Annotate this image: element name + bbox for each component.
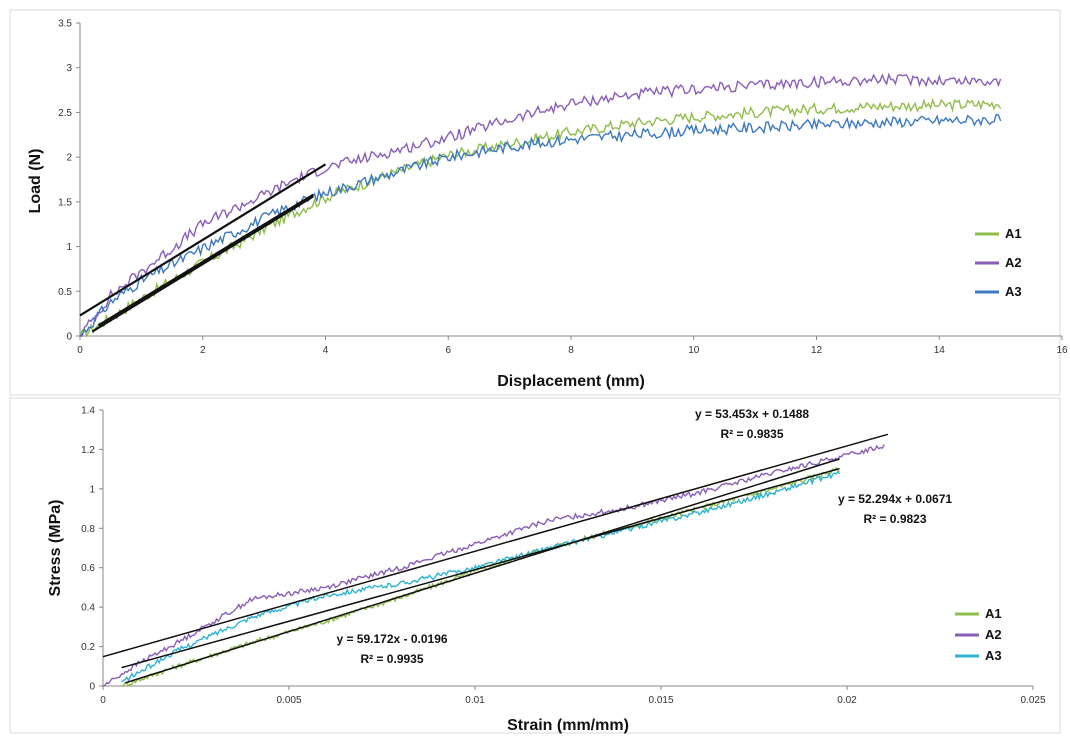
top-y-tick-label: 2 (66, 153, 72, 164)
bottom-x-tick-label: 0.025 (1020, 695, 1045, 706)
bottom-x-tick-label: 0.01 (465, 695, 485, 706)
top-y-tick-label: 0.5 (58, 287, 72, 298)
r2-a3: R² = 0.9823 (863, 512, 926, 526)
top-trendline-2 (97, 193, 314, 327)
top-x-tick-label: 16 (1056, 345, 1068, 356)
bottom-legend: A1 A2 A3 (955, 606, 1002, 663)
top-trendlines (79, 163, 327, 333)
bottom-series-a2 (102, 444, 885, 687)
top-x-tick-label: 12 (811, 345, 823, 356)
top-y-tick-label: 1 (66, 242, 72, 253)
top-chart-frame (9, 9, 1061, 396)
bottom-y-tick-label: 0.8 (81, 524, 95, 535)
bottom-y-tick-label: 1.4 (81, 406, 95, 417)
top-x-tick-label: 10 (688, 345, 700, 356)
top-legend: A1 A2 A3 (975, 226, 1022, 299)
bottom-trendline-0 (102, 433, 889, 658)
top-y-tick-label: 3.5 (58, 19, 72, 30)
bottom-x-tick-label: 0.02 (837, 695, 857, 706)
top-y-tick-label: 3 (66, 63, 72, 74)
top-legend-label-a3: A3 (1005, 284, 1022, 299)
top-x-tick-label: 14 (934, 345, 946, 356)
bottom-x-tick-label: 0.005 (276, 695, 301, 706)
top-y-ticks: 0 0.5 1 1.5 2 2.5 3 3.5 (58, 19, 80, 343)
stress-strain-chart: 0 0.005 0.01 0.015 0.02 0.025 0 0.2 0.4 0.6 0.8 1 1… (47, 406, 1046, 735)
bottom-y-tick-label: 0 (89, 682, 95, 693)
bottom-series-a1 (121, 466, 840, 687)
bottom-y-tick-label: 0.4 (81, 603, 95, 614)
top-legend-label-a2: A2 (1005, 255, 1022, 270)
bottom-y-axis-title: Stress (MPa) (47, 500, 64, 597)
top-x-axis-title: Displacement (mm) (497, 373, 645, 390)
top-y-tick-label: 0 (66, 332, 72, 343)
bottom-y-tick-label: 1 (89, 484, 95, 495)
top-x-tick-label: 0 (77, 345, 83, 356)
top-x-tick-label: 4 (323, 345, 329, 356)
bottom-trendline-2 (125, 458, 840, 684)
bottom-legend-label-a2: A2 (985, 627, 1002, 642)
bottom-trendlines (102, 433, 889, 684)
bottom-y-tick-label: 0.2 (81, 642, 95, 653)
bottom-x-ticks: 0 0.005 0.01 0.015 0.02 0.025 (100, 686, 1046, 706)
bottom-x-tick-label: 0 (100, 695, 106, 706)
bottom-x-axis-title: Strain (mm/mm) (507, 717, 629, 734)
top-series-a3 (79, 113, 1002, 337)
bottom-legend-label-a1: A1 (985, 606, 1002, 621)
top-x-tick-label: 8 (568, 345, 574, 356)
r2-a1: R² = 0.9935 (360, 652, 423, 666)
equation-a2: y = 53.453x + 0.1488 (695, 407, 809, 421)
top-x-tick-label: 6 (445, 345, 451, 356)
top-trendline-0 (79, 163, 327, 317)
top-y-tick-label: 2.5 (58, 108, 72, 119)
top-y-tick-label: 1.5 (58, 197, 72, 208)
equation-a3: y = 52.294x + 0.0671 (838, 492, 952, 506)
top-trendline-1 (91, 195, 314, 333)
bottom-chart-frame (9, 397, 1061, 734)
r2-a2: R² = 0.9835 (720, 427, 783, 441)
top-x-tick-label: 2 (200, 345, 206, 356)
equation-a1: y = 59.172x - 0.0196 (336, 632, 447, 646)
top-legend-label-a1: A1 (1005, 226, 1022, 241)
bottom-y-tick-label: 1.2 (81, 445, 95, 456)
bottom-y-tick-label: 0.6 (81, 563, 95, 574)
bottom-legend-label-a3: A3 (985, 648, 1002, 663)
bottom-trendline-1 (121, 467, 840, 669)
top-y-axis-title: Load (N) (27, 149, 44, 214)
top-x-ticks: 0 2 4 6 8 10 12 14 16 (77, 336, 1068, 356)
bottom-x-tick-label: 0.015 (648, 695, 673, 706)
bottom-series-a3 (121, 470, 841, 683)
load-displacement-chart: 0 2 4 6 8 10 12 14 16 0 0.5 1 1.5 2 2.5 3 3.5 Displacem… (27, 19, 1068, 391)
bottom-y-ticks: 0 0.2 0.4 0.6 0.8 1 1.2 1.4 (81, 406, 103, 693)
top-series-a1 (79, 97, 1002, 338)
top-series-group (79, 72, 1002, 338)
top-series-a2 (80, 72, 1002, 337)
